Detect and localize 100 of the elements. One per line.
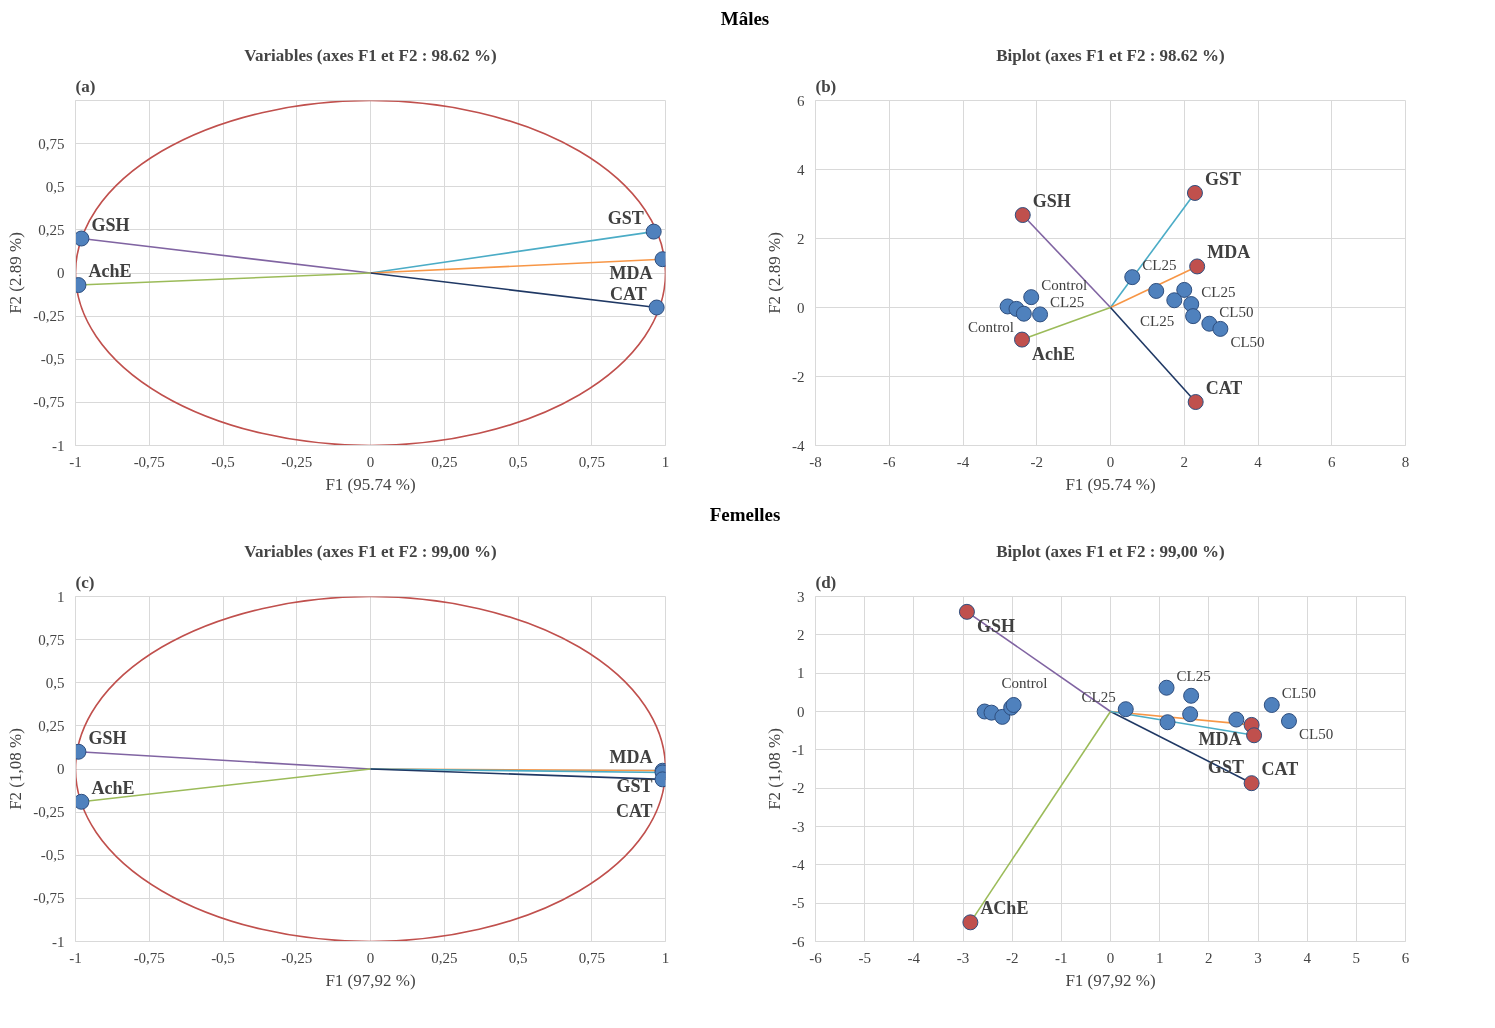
x-tick-label: -3 [956,949,970,966]
y-tick-label: -4 [792,856,805,873]
x-tick-label: -4 [956,453,970,470]
point [1176,281,1193,298]
data-label: MDA [609,263,653,284]
x-tick-label: -4 [907,949,921,966]
data-label: GSH [91,214,130,235]
data-label: Control [1041,277,1088,294]
point [1212,320,1229,337]
x-tick-label: -8 [809,453,822,470]
y-tick-label: -0,75 [33,394,65,411]
data-label: CL25 [1140,312,1175,329]
point [1023,289,1040,306]
x-tick-label: 0,5 [508,949,528,966]
x-tick-label: -0,5 [211,949,235,966]
point [645,223,662,240]
point [648,299,665,316]
y-tick-label: 1 [797,665,805,682]
point [1159,714,1176,731]
y-tick-label: 0,75 [38,135,65,152]
x-tick-label: -1 [69,949,82,966]
data-label: CL50 [1219,303,1254,320]
y-tick-label: -1 [52,933,65,950]
chart-title: Variables (axes F1 et F2 : 98.62 %) [244,45,497,65]
text: Femelles [708,503,782,527]
y-axis-title: F2 (1,08 %) [765,728,784,810]
point [1189,258,1206,275]
point [1032,306,1049,323]
data-label: MDA [1198,728,1242,749]
x-tick-label: 1 [1155,949,1164,966]
y-tick-label: -4 [792,437,805,454]
x-axis-title: F1 (97,92 %) [325,970,416,990]
y-tick-label: 0 [57,761,65,777]
point [75,230,90,247]
point [958,603,975,620]
point [1014,331,1030,348]
x-tick-label: -1 [69,453,82,470]
point [1117,701,1134,718]
x-tick-label: -5 [858,949,871,966]
chart-title: Variables (axes F1 et F2 : 99,00 %) [244,541,497,561]
x-tick-label: 0 [366,949,375,966]
point [1166,292,1183,309]
x-tick-label: 4 [1303,949,1312,966]
text: (b) [815,76,837,96]
y-tick-label: 0 [797,703,805,720]
x-tick-label: 0,75 [578,949,605,966]
point [1183,687,1200,704]
y-tick-label: -2 [792,368,805,385]
x-tick-label: -2 [1005,949,1019,966]
point [1280,713,1297,730]
point [1185,308,1202,325]
x-tick-label: -6 [883,453,896,470]
data-label: GST [1204,168,1241,189]
x-axis-title: F1 (95.74 %) [325,474,416,494]
point [1182,706,1199,723]
x-tick-label: 5 [1352,949,1361,966]
y-tick-label: 0 [57,265,65,281]
x-tick-label: -2 [1030,453,1043,470]
text: (d) [815,572,837,592]
y-tick-label: 0,25 [38,221,65,238]
point [1015,305,1032,322]
text: (c) [75,572,95,592]
x-tick-label: -0,75 [133,949,165,966]
y-tick-label: 3 [797,588,805,605]
point [1263,697,1280,713]
data-label: Control [968,318,1014,335]
y-tick-label: 0,25 [38,717,65,734]
data-label: CAT [615,801,653,822]
y-tick-label: -1 [792,741,805,758]
y-axis-title: F2 (2.89 %) [6,232,26,314]
y-tick-label: -0,5 [40,351,65,368]
point [1014,207,1031,224]
x-tick-label: 1 [661,949,670,966]
point [1243,775,1260,792]
text: (a) [75,76,96,96]
x-axis-title: F1 (95.74 %) [1065,474,1156,494]
data-label: CL50 [1281,684,1316,701]
y-tick-label: 1 [57,588,65,605]
x-tick-label: 1 [661,453,670,470]
point [1228,711,1245,728]
data-label: GST [616,776,653,797]
x-tick-label: -6 [809,949,823,966]
x-tick-label: -0,5 [211,453,235,470]
data-label: GSH [1032,191,1071,212]
x-tick-label: 2 [1205,949,1213,966]
data-label: CL50 [1230,333,1265,350]
y-tick-label: -0,25 [33,804,65,821]
y-tick-label: 2 [797,626,805,643]
data-label: CL25 [1201,284,1236,301]
x-tick-label: -1 [1055,949,1068,966]
data-label: AchE [88,261,132,282]
y-tick-label: 0 [797,299,805,316]
x-tick-label: 0 [1106,949,1115,966]
y-tick-label: -0,5 [40,847,65,864]
y-tick-label: -0,75 [33,890,65,907]
point [1148,282,1165,299]
y-tick-label: -3 [792,818,805,835]
data-label: AChE [980,898,1029,919]
text: Mâles [719,7,771,31]
y-tick-label: 0,5 [45,674,65,691]
